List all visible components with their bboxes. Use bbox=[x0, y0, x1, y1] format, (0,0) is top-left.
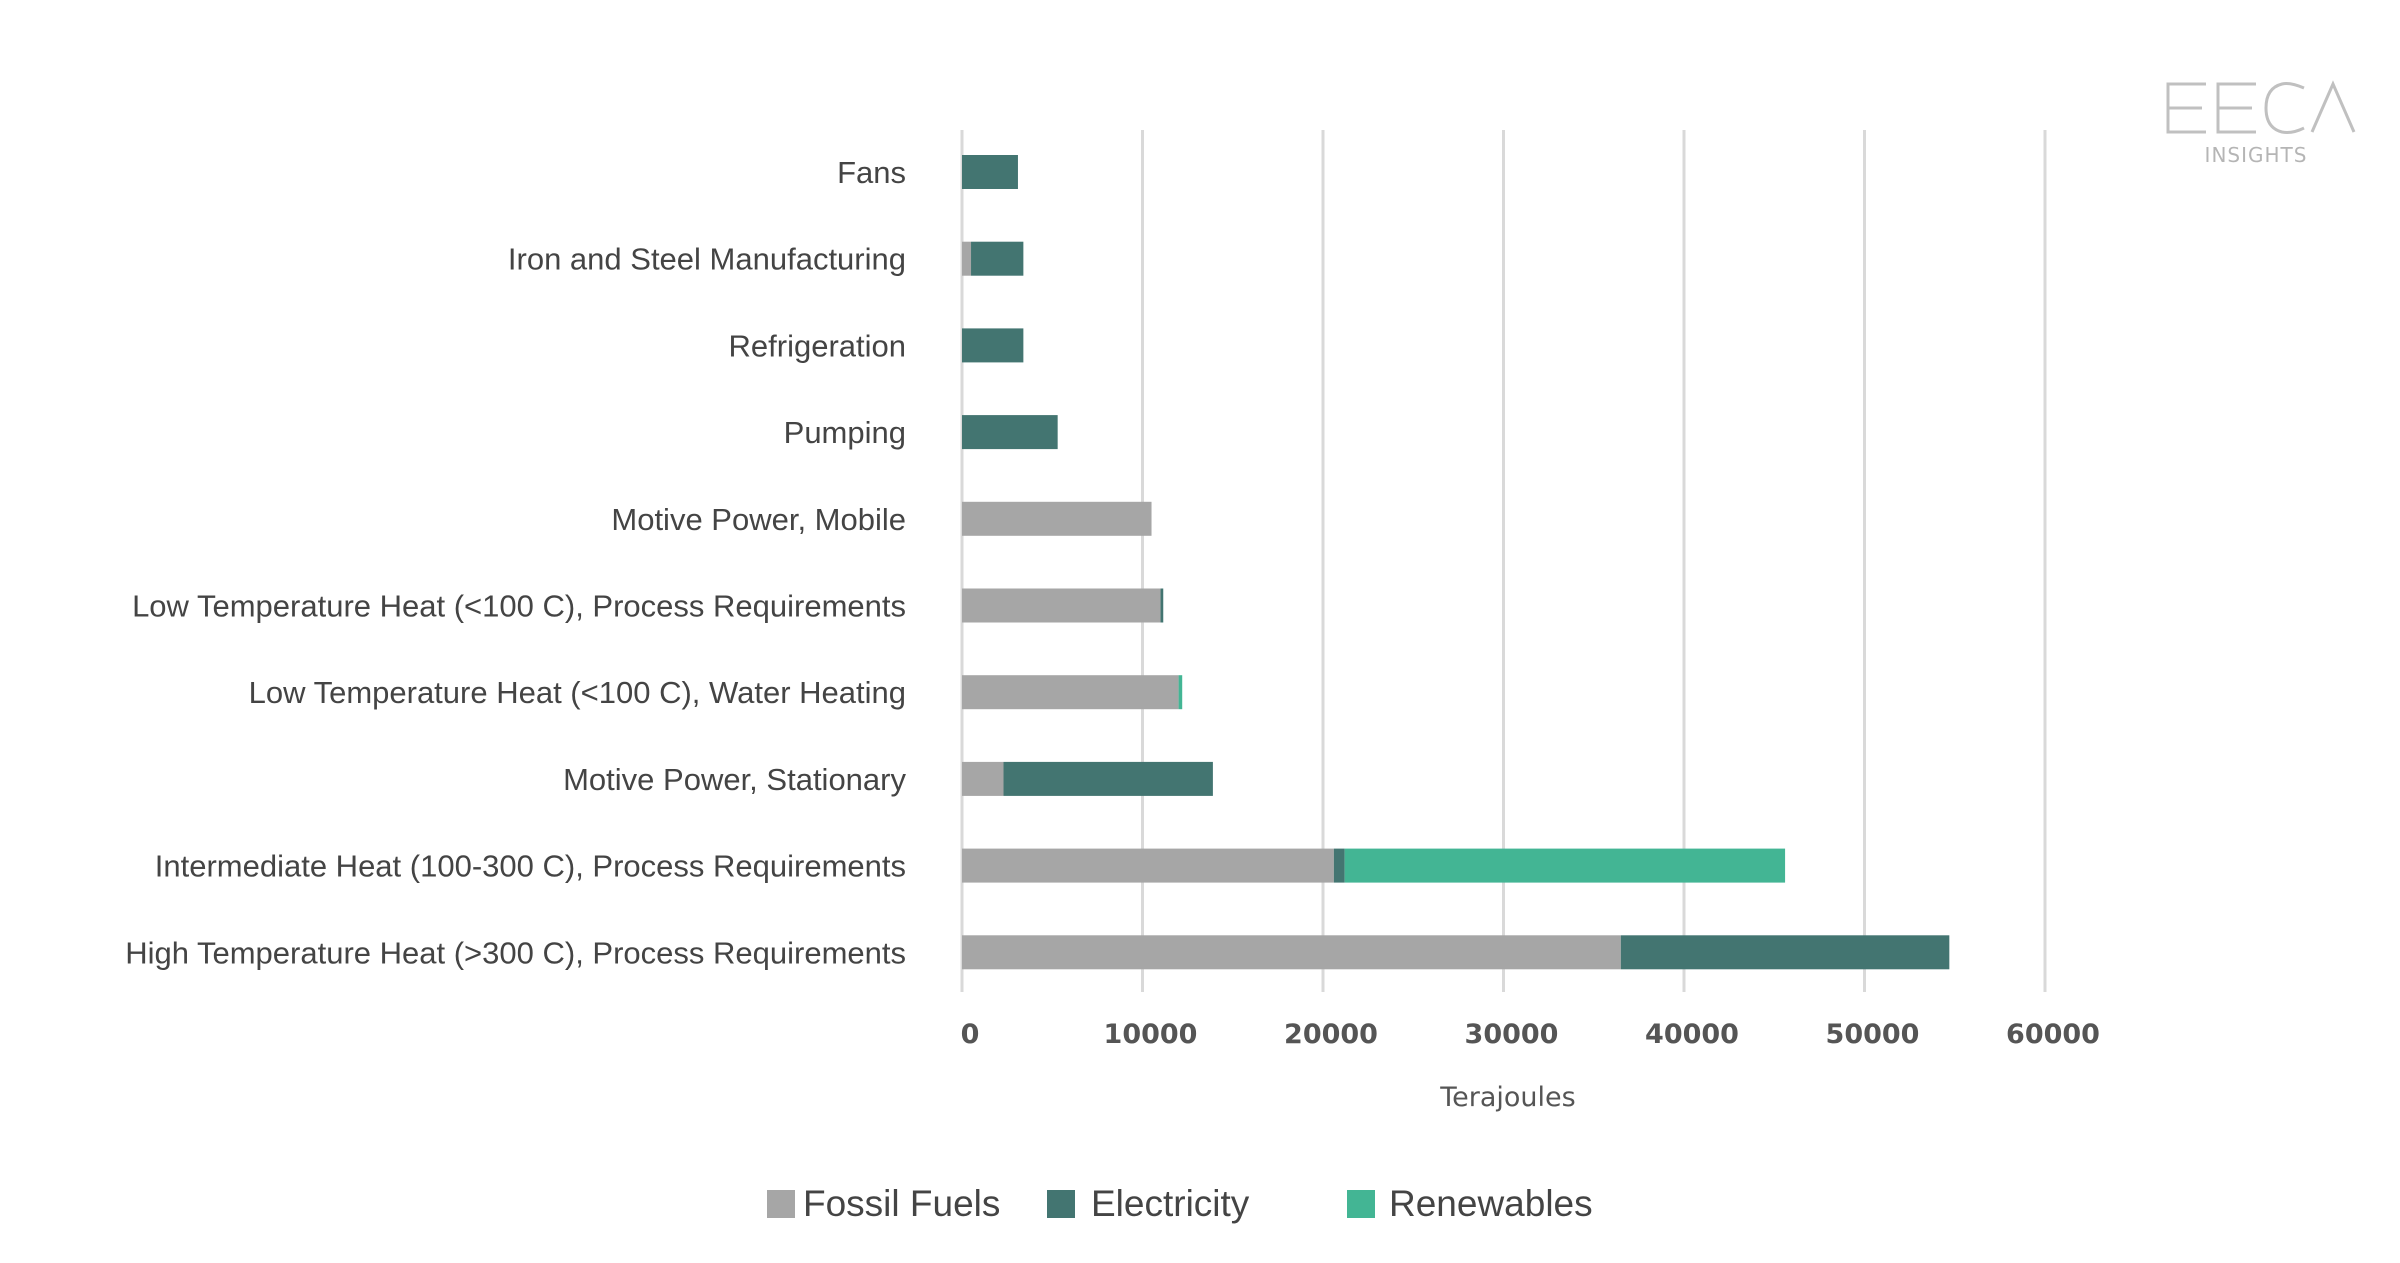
eeca-logo: INSIGHTS bbox=[2166, 80, 2356, 167]
category-label: Low Temperature Heat (<100 C), Process R… bbox=[132, 589, 906, 624]
eeca-logo-text: INSIGHTS bbox=[2205, 143, 2308, 167]
bar-electricity bbox=[962, 328, 1024, 363]
legend-swatch-renewables bbox=[1347, 1190, 1375, 1218]
category-labels: Fans Iron and Steel Manufacturing Refriger… bbox=[125, 155, 906, 970]
x-tick-label: 40000 bbox=[1645, 1019, 1739, 1050]
legend-swatch-fossil-fuels bbox=[767, 1190, 795, 1218]
gridlines bbox=[960, 130, 2047, 992]
x-tick-label: 50000 bbox=[1826, 1019, 1920, 1050]
bar-electricity bbox=[962, 155, 1018, 189]
eeca-logo-mark bbox=[2166, 80, 2356, 134]
bar-fossil-fuels bbox=[962, 761, 1004, 796]
legend-swatch-electricity bbox=[1047, 1190, 1075, 1218]
category-label: Intermediate Heat (100-300 C), Process R… bbox=[155, 849, 906, 884]
x-tick-label: 0 bbox=[961, 1019, 980, 1050]
category-label: Motive Power, Stationary bbox=[563, 762, 906, 797]
category-label: Iron and Steel Manufacturing bbox=[508, 242, 906, 277]
category-label: Refrigeration bbox=[729, 328, 906, 363]
x-tick-label: 10000 bbox=[1104, 1019, 1198, 1050]
bar-renewables bbox=[1178, 675, 1183, 710]
bar-electricity bbox=[962, 415, 1058, 450]
category-label: High Temperature Heat (>300 C), Process … bbox=[125, 935, 906, 970]
category-label: Pumping bbox=[784, 415, 906, 450]
bar-renewables bbox=[1344, 848, 1786, 883]
bar-electricity bbox=[1333, 848, 1345, 883]
category-label: Low Temperature Heat (<100 C), Water Hea… bbox=[249, 675, 906, 710]
bar-electricity bbox=[1160, 588, 1164, 623]
x-tick-labels: 0 10000 20000 30000 40000 50000 60000 bbox=[961, 1019, 2100, 1050]
bars bbox=[962, 155, 1950, 970]
bar-fossil-fuels bbox=[962, 935, 1621, 970]
x-tick-label: 30000 bbox=[1465, 1019, 1559, 1050]
legend: Fossil Fuels Electricity Renewables bbox=[767, 1183, 1593, 1224]
legend-label: Renewables bbox=[1389, 1183, 1593, 1224]
category-label: Fans bbox=[837, 155, 906, 190]
bar-electricity bbox=[1620, 935, 1950, 970]
bar-fossil-fuels bbox=[962, 588, 1161, 623]
x-tick-label: 20000 bbox=[1284, 1019, 1378, 1050]
bar-fossil-fuels bbox=[962, 501, 1152, 536]
x-axis-title: Terajoules bbox=[1439, 1082, 1575, 1113]
x-tick-label: 60000 bbox=[2006, 1019, 2100, 1050]
bar-electricity bbox=[971, 241, 1024, 276]
legend-label: Electricity bbox=[1091, 1183, 1250, 1224]
category-label: Motive Power, Mobile bbox=[611, 502, 906, 537]
bar-fossil-fuels bbox=[962, 675, 1179, 710]
bar-fossil-fuels bbox=[962, 848, 1334, 883]
legend-label: Fossil Fuels bbox=[803, 1183, 1000, 1224]
bar-fossil-fuels bbox=[962, 241, 972, 276]
bar-electricity bbox=[1003, 761, 1213, 796]
